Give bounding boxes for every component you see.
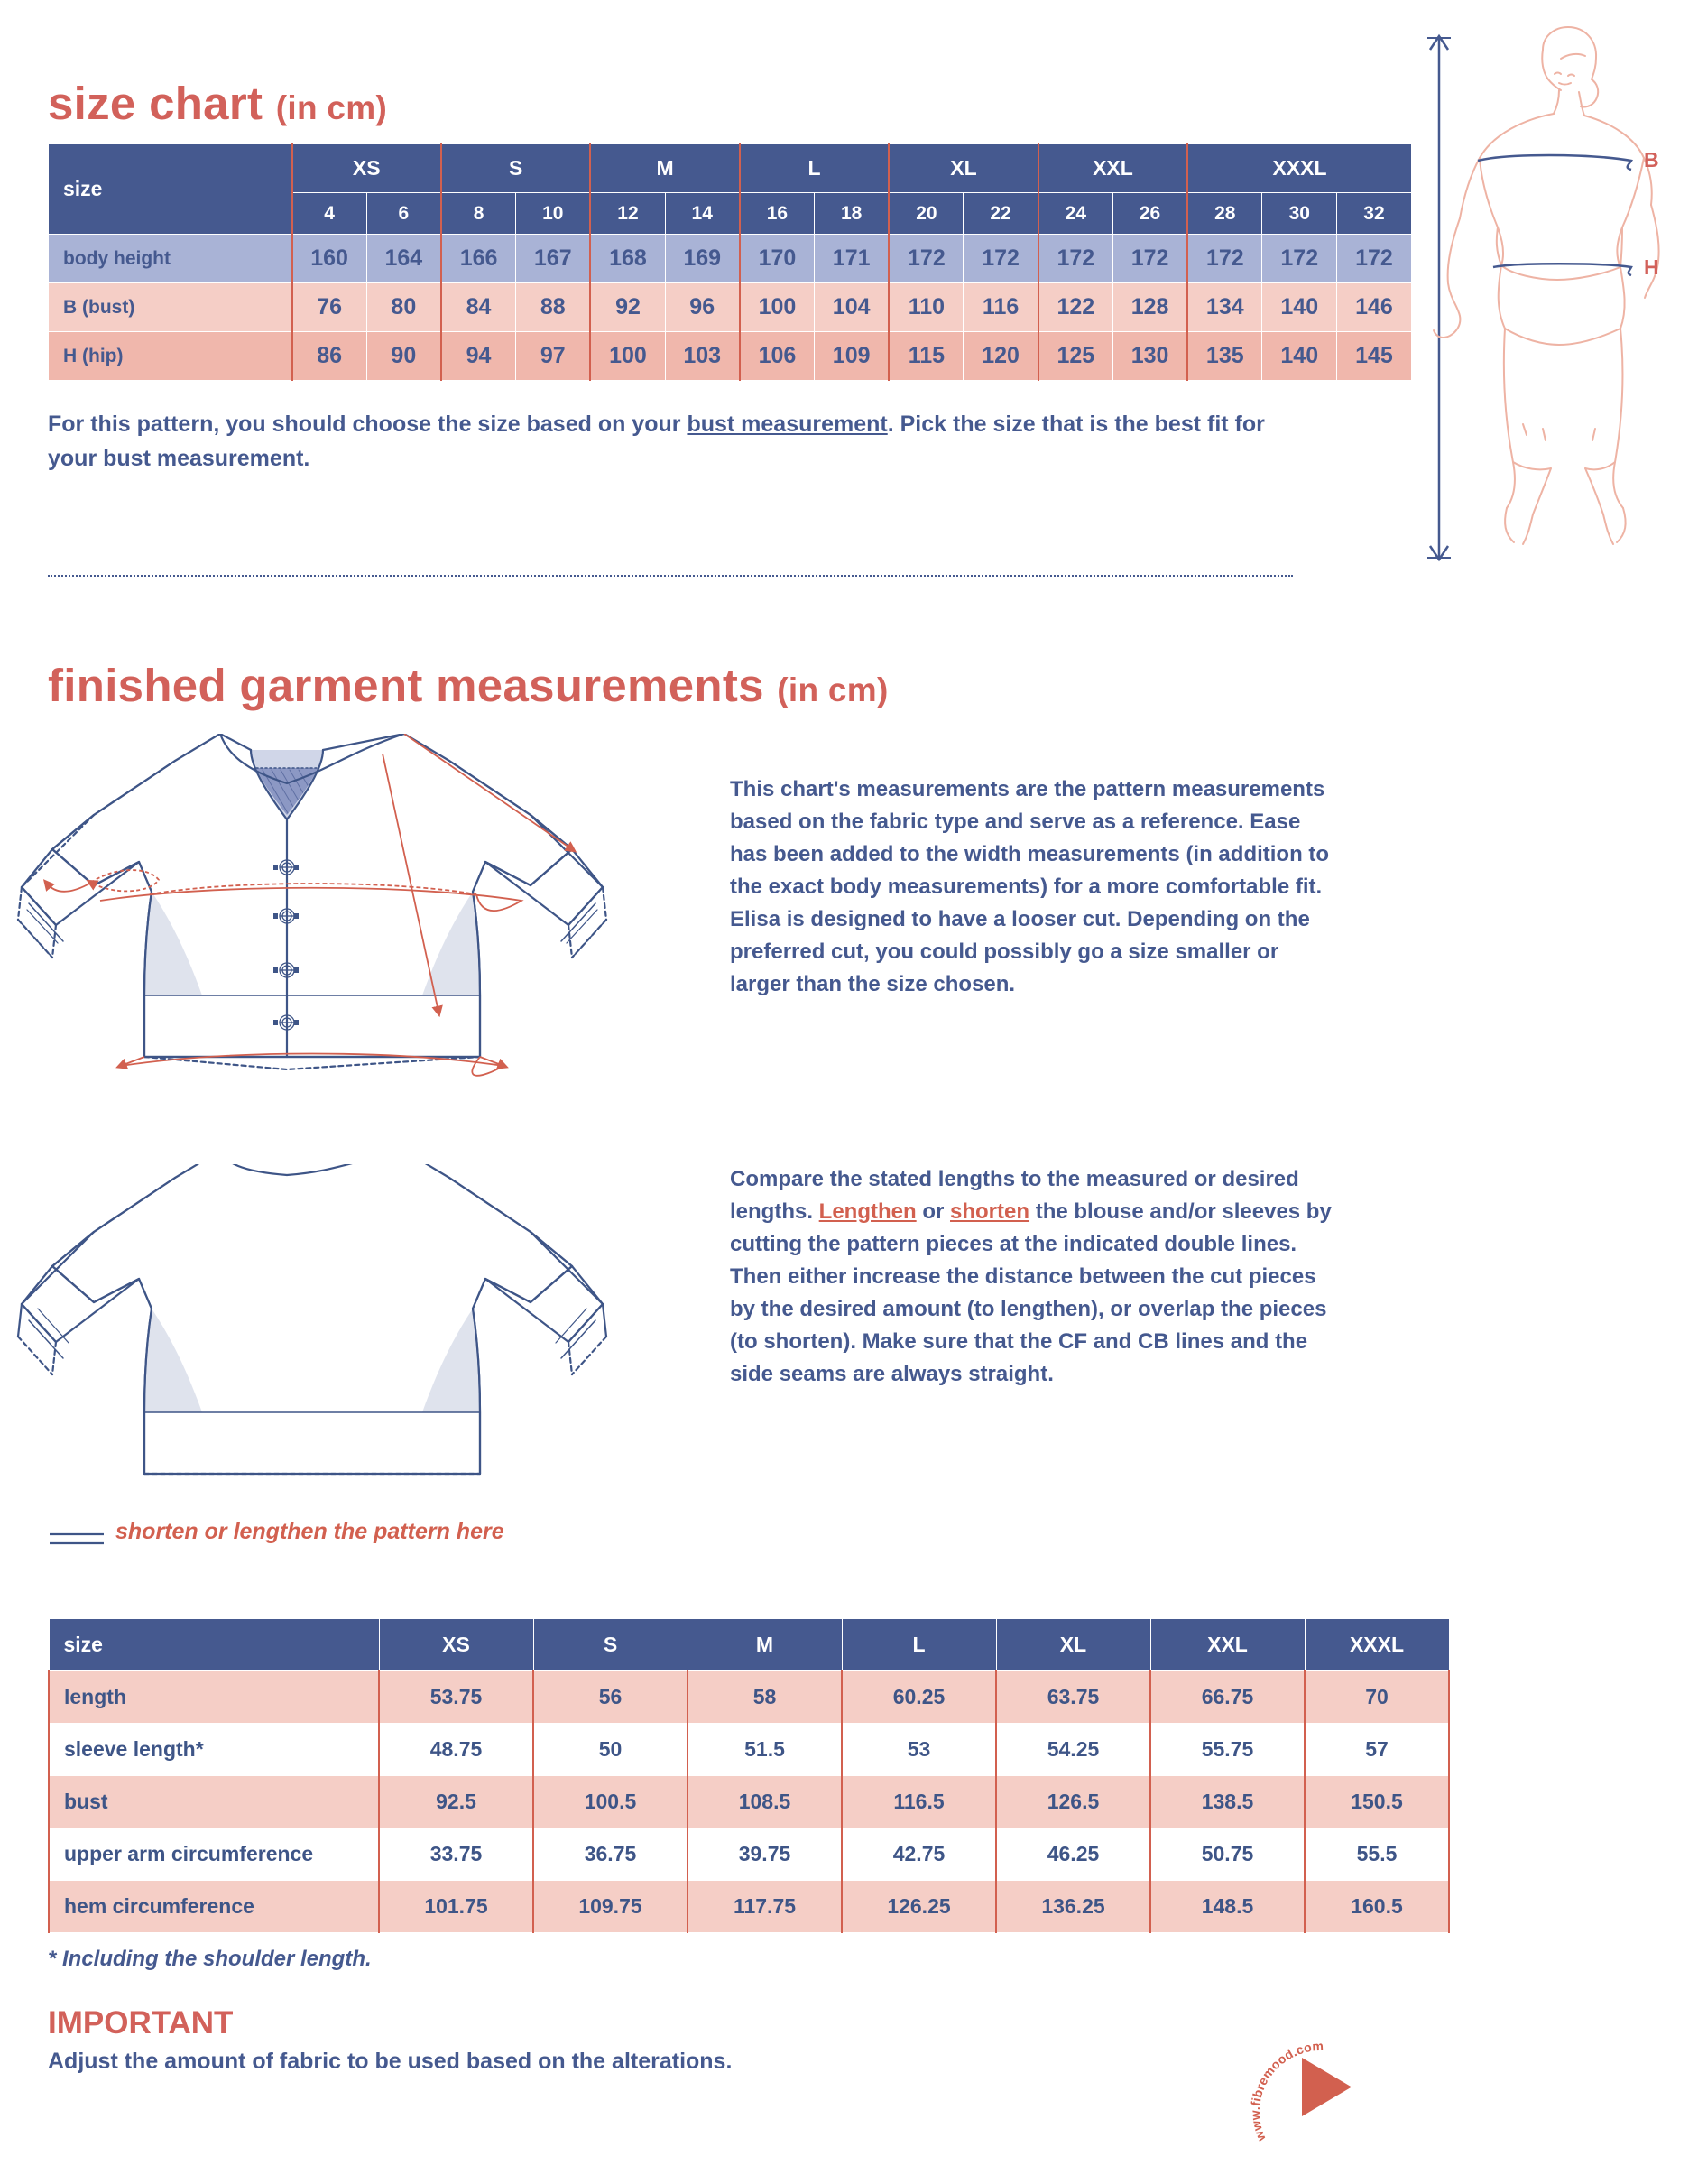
svg-text:B: B <box>1644 148 1659 171</box>
svg-text:H: H <box>1644 255 1659 279</box>
